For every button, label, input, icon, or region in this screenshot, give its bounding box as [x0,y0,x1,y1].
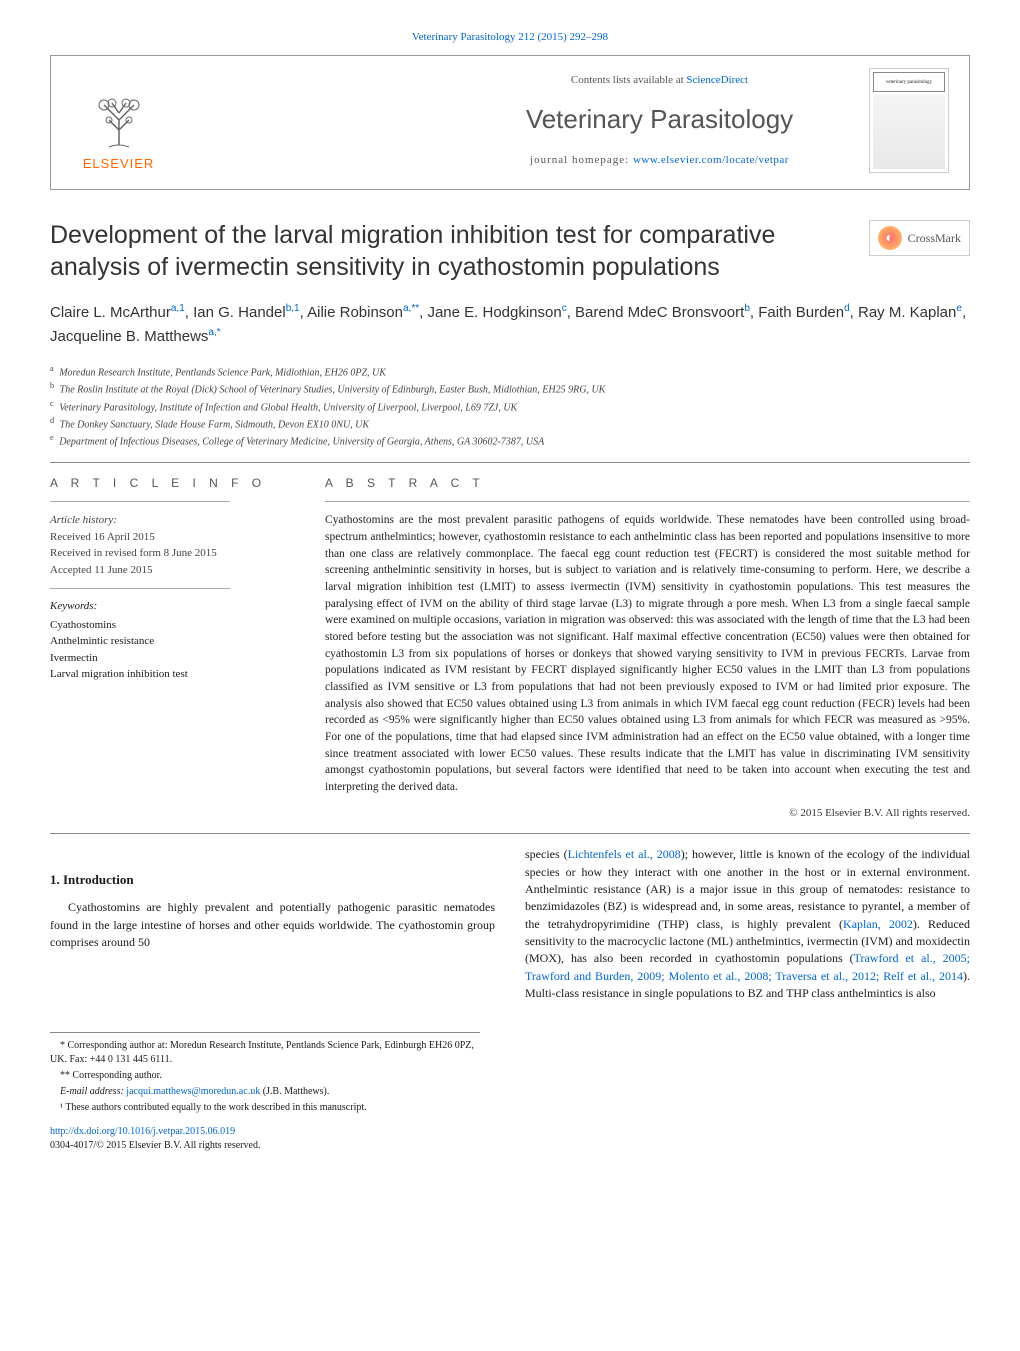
article-title: Development of the larval migration inhi… [50,220,849,283]
affiliation-line: b The Roslin Institute at the Royal (Dic… [50,380,970,397]
cover-thumb-head: veterinary parasitology [873,72,945,92]
sciencedirect-link[interactable]: ScienceDirect [686,74,748,86]
header-center: Contents lists available at ScienceDirec… [470,73,849,168]
journal-cover-thumb: veterinary parasitology [869,68,949,173]
title-area: Development of the larval migration inhi… [50,220,970,283]
cover-label: veterinary parasitology [886,79,932,86]
cover-thumb-body [873,94,945,169]
keywords-label: Keywords: [50,599,290,614]
abstract-text: Cyathostomins are the most prevalent par… [325,512,970,795]
journal-name: Veterinary Parasitology [470,101,849,137]
ref-link[interactable]: Trawford et al., 2005; Trawford and Burd… [525,951,970,982]
keywords-list: CyathostominsAnthelmintic resistanceIver… [50,617,290,683]
body-right-col: species (Lichtenfels et al., 2008); howe… [525,846,970,1152]
footnote-equal: ¹ These authors contributed equally to t… [50,1101,480,1115]
ref-link[interactable]: Lichtenfels et al., 2008 [568,847,681,861]
affiliations: a Moredun Research Institute, Pentlands … [50,363,970,450]
abstract-col: A B S T R A C T Cyathostomins are the mo… [325,475,970,822]
publisher-name: ELSEVIER [83,155,155,173]
keyword-item: Larval migration inhibition test [50,666,290,683]
homepage-link[interactable]: www.elsevier.com/locate/vetpar [633,154,789,166]
footnote-email: E-mail address: jacqui.matthews@moredun.… [50,1085,480,1099]
revised-date: Received in revised form 8 June 2015 [50,545,290,562]
affiliation-line: d The Donkey Sanctuary, Slade House Farm… [50,415,970,432]
email-post: (J.B. Matthews). [260,1086,329,1097]
keyword-item: Cyathostomins [50,617,290,634]
crossmark-label: CrossMark [908,230,961,247]
author-list: Claire L. McArthura,1, Ian G. Handelb,1,… [50,301,970,349]
keyword-item: Anthelmintic resistance [50,633,290,650]
accepted-date: Accepted 11 June 2015 [50,562,290,579]
body-two-col: 1. Introduction Cyathostomins are highly… [50,846,970,1152]
article-history: Article history: Received 16 April 2015 … [50,512,290,578]
affiliation-line: e Department of Infectious Diseases, Col… [50,432,970,449]
received-date: Received 16 April 2015 [50,529,290,546]
divider [325,501,970,502]
elsevier-tree-icon [84,85,154,155]
divider [50,588,230,589]
divider [50,501,230,502]
divider [50,833,970,834]
footnote-corr1: * Corresponding author at: Moredun Resea… [50,1039,480,1067]
info-abstract-row: A R T I C L E I N F O Article history: R… [50,475,970,822]
affiliation-line: c Veterinary Parasitology, Institute of … [50,398,970,415]
intro-p1: Cyathostomins are highly prevalent and p… [50,899,495,951]
footnote-corr2: ** Corresponding author. [50,1069,480,1083]
divider [50,462,970,463]
page-root: Veterinary Parasitology 212 (2015) 292–2… [0,0,1020,1183]
affiliation-line: a Moredun Research Institute, Pentlands … [50,363,970,380]
publisher-logo: ELSEVIER [71,68,166,173]
email-label: E-mail address: [60,1086,126,1097]
abstract-copyright: © 2015 Elsevier B.V. All rights reserved… [325,806,970,821]
crossmark-badge[interactable]: ◐ CrossMark [869,220,970,256]
section-head-introduction: 1. Introduction [50,871,495,889]
footnotes: * Corresponding author at: Moredun Resea… [50,1032,480,1115]
body-left-col: 1. Introduction Cyathostomins are highly… [50,846,495,1152]
article-info-col: A R T I C L E I N F O Article history: R… [50,475,290,822]
running-head-link[interactable]: Veterinary Parasitology 212 (2015) 292–2… [412,31,608,43]
keyword-item: Ivermectin [50,650,290,667]
crossmark-icon: ◐ [878,226,902,250]
running-head: Veterinary Parasitology 212 (2015) 292–2… [50,30,970,45]
contents-line: Contents lists available at ScienceDirec… [470,73,849,88]
article-info-head: A R T I C L E I N F O [50,475,290,492]
homepage-label: journal homepage: [530,154,633,166]
contents-text: Contents lists available at [571,74,686,86]
journal-header: ELSEVIER Contents lists available at Sci… [50,55,970,190]
header-left: ELSEVIER [71,68,450,173]
intro-p2: species (Lichtenfels et al., 2008); howe… [525,846,970,1003]
abstract-head: A B S T R A C T [325,475,970,492]
history-label: Article history: [50,512,290,529]
ref-link[interactable]: Kaplan, 2002 [843,917,913,931]
doi-link[interactable]: http://dx.doi.org/10.1016/j.vetpar.2015.… [50,1126,235,1137]
doi-block: http://dx.doi.org/10.1016/j.vetpar.2015.… [50,1125,495,1153]
issn-copyright: 0304-4017/© 2015 Elsevier B.V. All right… [50,1140,260,1151]
corr-email-link[interactable]: jacqui.matthews@moredun.ac.uk [126,1086,260,1097]
homepage-line: journal homepage: www.elsevier.com/locat… [470,153,849,168]
